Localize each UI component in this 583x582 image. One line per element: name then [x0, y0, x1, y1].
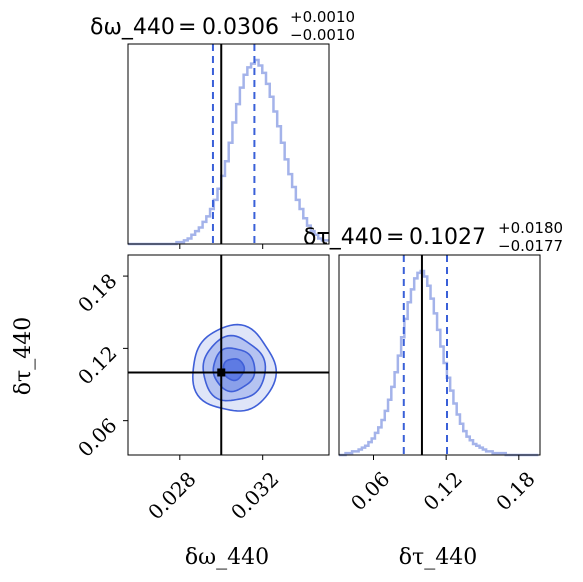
tau-title-value: 0.1027 [409, 225, 486, 250]
omega-title-equals: = [178, 15, 196, 40]
tau-histogram-steps [339, 269, 539, 457]
tau-title-label: δτ_440 [303, 225, 383, 250]
omega-title-upper: +0.0010 [290, 8, 355, 26]
contour-ytick-label-1: 0.12 [73, 341, 121, 389]
contour-ytick-label-2: 0.18 [73, 269, 121, 317]
tau-title-upper: +0.0180 [498, 219, 563, 237]
tau-hist-xtick-label-2: 0.18 [491, 467, 539, 515]
omega-title-lower: −0.0010 [290, 26, 355, 44]
omega-hist-title: δω_440 = 0.0306 +0.0010 −0.0010 [90, 8, 355, 44]
contour-truth-marker [217, 368, 226, 377]
omega-hist-frame [127, 43, 330, 245]
tau-hist-xtick-label-1: 0.12 [419, 467, 467, 515]
tau-hist-title: δτ_440 = 0.1027 +0.0180 −0.0177 [303, 219, 563, 255]
contour-ytick-label-0: 0.06 [73, 413, 121, 461]
contour-xtick-label-1: 0.032 [226, 467, 283, 524]
contour-frame [127, 254, 330, 456]
omega-histogram-steps [128, 58, 329, 246]
tau-title-equals: = [386, 225, 404, 250]
x-axis-label-tau: δτ_440 [399, 545, 477, 570]
tau-hist-frame [338, 254, 541, 456]
tau-hist-xtick-label-0: 0.06 [346, 467, 394, 515]
panel-omega-tau-contour [127, 254, 330, 456]
panel-tau-hist: δτ_440 = 0.1027 +0.0180 −0.0177 [303, 219, 563, 457]
tau-title-lower: −0.0177 [498, 237, 563, 255]
y-axis-label-tau: δτ_440 [11, 317, 36, 395]
contour-xtick-label-0: 0.028 [143, 467, 200, 524]
omega-title-value: 0.0306 [202, 15, 279, 40]
omega-title-label: δω_440 [90, 15, 175, 40]
panel-omega-hist: δω_440 = 0.0306 +0.0010 −0.0010 [90, 8, 355, 246]
x-axis-label-omega: δω_440 [185, 545, 269, 570]
